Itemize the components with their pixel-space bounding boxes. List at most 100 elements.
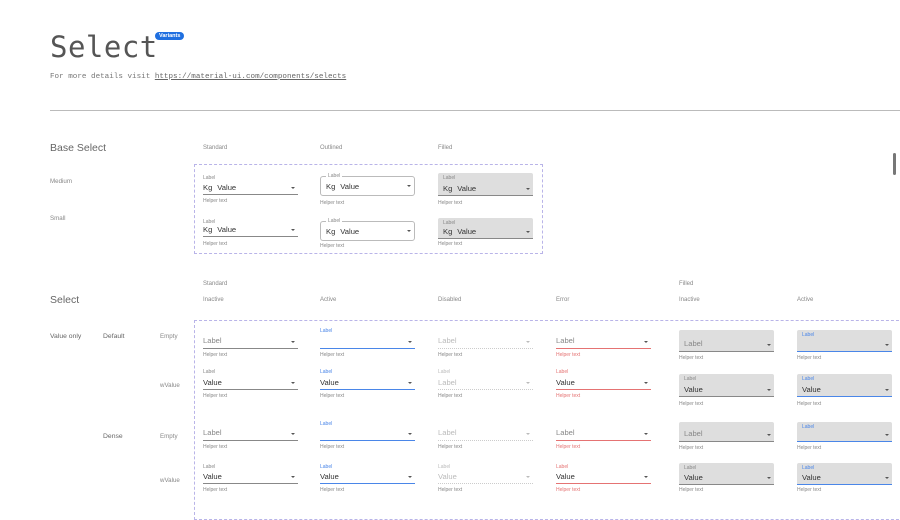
- standard-select-active[interactable]: Label: [320, 328, 415, 349]
- select-label: Label: [203, 369, 216, 375]
- chevron-down-icon[interactable]: [291, 476, 295, 478]
- chevron-down-icon[interactable]: [291, 229, 295, 231]
- chevron-down-icon[interactable]: [767, 344, 771, 346]
- select-label: Label: [802, 424, 815, 430]
- standard-select-inactive[interactable]: Label: [203, 328, 298, 349]
- chevron-down-icon[interactable]: [644, 476, 648, 478]
- standard-select-active[interactable]: Label Value: [320, 369, 415, 390]
- chevron-down-icon[interactable]: [291, 341, 295, 343]
- standard-select-inactive[interactable]: Label Value: [203, 464, 298, 484]
- filled-select-inactive[interactable]: Label Value: [679, 374, 774, 397]
- chevron-down-icon[interactable]: [644, 341, 648, 343]
- select-value: Value: [320, 472, 339, 481]
- chevron-down-icon[interactable]: [644, 382, 648, 384]
- chevron-down-icon[interactable]: [408, 433, 412, 435]
- select-label: Label: [443, 220, 456, 226]
- docs-link[interactable]: https://material-ui.com/components/selec…: [154, 73, 347, 81]
- column-header-filled-inactive: Inactive: [679, 297, 700, 303]
- value-prefix: Kg: [326, 227, 336, 236]
- chevron-down-icon[interactable]: [408, 341, 412, 343]
- standard-select-disabled[interactable]: Label Label: [438, 369, 533, 390]
- helper-text: Helper text: [203, 393, 228, 399]
- outlined-select-inactive[interactable]: Label Kg Value: [320, 218, 415, 241]
- filled-select-active[interactable]: Label Value: [797, 463, 892, 485]
- value-text: Value: [556, 378, 575, 387]
- helper-text: Helper text: [320, 243, 345, 249]
- select-label: Label: [684, 465, 697, 471]
- chevron-down-icon[interactable]: [885, 477, 889, 479]
- chevron-down-icon[interactable]: [526, 231, 530, 233]
- helper-text: Helper text: [320, 444, 345, 450]
- chevron-down-icon[interactable]: [291, 433, 295, 435]
- chevron-down-icon[interactable]: [767, 434, 771, 436]
- standard-select-disabled[interactable]: Label: [438, 421, 533, 441]
- chevron-down-icon[interactable]: [526, 476, 530, 478]
- select-value: Value: [438, 472, 457, 481]
- filled-select-inactive[interactable]: Label Kg Value: [438, 173, 533, 196]
- select-value: Value: [203, 472, 222, 481]
- standard-select-error[interactable]: Label: [556, 421, 651, 441]
- helper-text: Helper text: [556, 352, 581, 358]
- chevron-down-icon[interactable]: [885, 344, 889, 346]
- chevron-down-icon[interactable]: [407, 230, 411, 232]
- standard-select-inactive[interactable]: Label: [203, 421, 298, 441]
- chevron-down-icon[interactable]: [767, 389, 771, 391]
- scrollbar-thumb[interactable]: [893, 153, 896, 175]
- standard-select-inactive[interactable]: Label Value: [203, 369, 298, 390]
- chevron-down-icon[interactable]: [526, 188, 530, 190]
- outlined-select-inactive[interactable]: Label Kg Value: [320, 173, 415, 196]
- select-placeholder: Label: [684, 429, 703, 438]
- standard-select-inactive[interactable]: Label Kg Value: [203, 175, 298, 195]
- chevron-down-icon[interactable]: [644, 433, 648, 435]
- filled-select-inactive[interactable]: Label Kg Value: [438, 218, 533, 239]
- chevron-down-icon[interactable]: [885, 434, 889, 436]
- value-text: Value: [217, 225, 237, 234]
- helper-text: Helper text: [438, 241, 463, 247]
- select-value: Value: [556, 378, 575, 387]
- standard-select-disabled[interactable]: Label Value: [438, 464, 533, 484]
- value-text: Value: [340, 227, 360, 236]
- filled-select-inactive[interactable]: Label: [679, 330, 774, 352]
- row-state-wvalue: wValue: [160, 382, 180, 389]
- chevron-down-icon[interactable]: [291, 187, 295, 189]
- standard-select-error[interactable]: Label Value: [556, 464, 651, 484]
- chevron-down-icon[interactable]: [767, 477, 771, 479]
- filled-select-active[interactable]: Label: [797, 330, 892, 352]
- standard-select-disabled[interactable]: Label: [438, 328, 533, 349]
- filled-select-active[interactable]: Label Value: [797, 374, 892, 397]
- standard-select-active[interactable]: Label Value: [320, 464, 415, 484]
- chevron-down-icon[interactable]: [408, 382, 412, 384]
- value-text: Value: [340, 182, 360, 191]
- value-text: Value: [802, 385, 821, 394]
- select-value: Value: [802, 385, 821, 394]
- chevron-down-icon[interactable]: [526, 382, 530, 384]
- select-label: Label: [556, 369, 569, 375]
- helper-text: Helper text: [320, 200, 345, 206]
- chevron-down-icon[interactable]: [885, 389, 889, 391]
- standard-select-active[interactable]: Label: [320, 421, 415, 441]
- chevron-down-icon[interactable]: [408, 476, 412, 478]
- select-value: Kg Value: [203, 183, 236, 192]
- filled-select-active[interactable]: Label: [797, 422, 892, 442]
- standard-select-error[interactable]: Label Value: [556, 369, 651, 390]
- density-default: Default: [103, 333, 125, 340]
- chevron-down-icon[interactable]: [291, 382, 295, 384]
- filled-select-inactive[interactable]: Label: [679, 422, 774, 442]
- select-value: Value: [684, 385, 703, 394]
- chevron-down-icon[interactable]: [526, 433, 530, 435]
- select-placeholder: Label: [438, 428, 457, 437]
- helper-text: Helper text: [203, 241, 228, 247]
- value-text: Value: [457, 184, 477, 193]
- filled-select-inactive[interactable]: Label Value: [679, 463, 774, 485]
- value-text: Value: [320, 472, 339, 481]
- select-value: Kg Value: [443, 184, 476, 193]
- chevron-down-icon[interactable]: [407, 185, 411, 187]
- helper-text: Helper text: [203, 444, 228, 450]
- chevron-down-icon[interactable]: [526, 341, 530, 343]
- standard-select-inactive[interactable]: Label Kg Value: [203, 219, 298, 237]
- row-state-empty: Empty: [160, 333, 178, 340]
- select-label: Label: [320, 421, 333, 427]
- helper-text: Helper text: [679, 355, 704, 361]
- standard-select-error[interactable]: Label: [556, 328, 651, 349]
- variants-badge[interactable]: Variants: [155, 32, 185, 40]
